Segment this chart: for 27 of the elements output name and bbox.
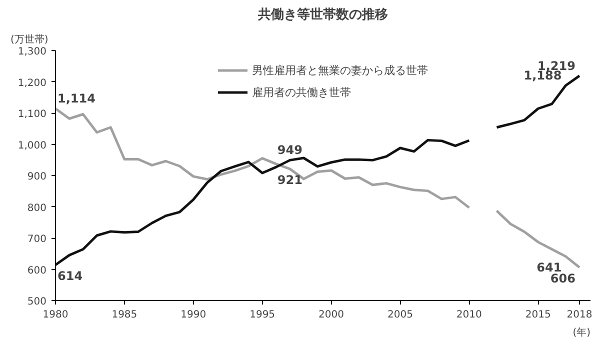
y-tick-label: 1,000 xyxy=(18,140,47,152)
x-tick-label: 1985 xyxy=(112,310,138,320)
x-tick-label: 2005 xyxy=(387,310,413,320)
x-tick-label: 1980 xyxy=(42,310,68,320)
x-tick-label: 2010 xyxy=(456,310,482,320)
x-tick-label: 2015 xyxy=(525,310,551,320)
y-tick-label: 500 xyxy=(27,296,47,308)
y-tick-label: 800 xyxy=(27,202,47,214)
chart-title: 共働き等世帯数の推移 xyxy=(257,8,388,22)
x-tick-label: 2000 xyxy=(318,310,344,320)
x-tick-label: 1990 xyxy=(180,310,206,320)
y-tick-label: 700 xyxy=(27,234,47,245)
y-tick-label: 1,300 xyxy=(18,46,47,58)
x-tick-label: 1995 xyxy=(250,310,276,320)
x-axis-title: (年) xyxy=(572,326,591,338)
y-axis-title: (万世帯) xyxy=(10,34,48,46)
x-tick-label: 2018 xyxy=(566,310,592,320)
y-tick-label: 1,200 xyxy=(18,78,47,89)
annotation: 614 xyxy=(58,268,83,283)
legend-label: 雇用者の共働き世帯 xyxy=(252,84,351,100)
annotation: 921 xyxy=(277,172,302,187)
legend-label: 男性雇用者と無業の妻から成る世帯 xyxy=(252,62,428,78)
y-tick-label: 1,100 xyxy=(18,109,47,120)
y-tick-label: 600 xyxy=(27,265,47,276)
annotation: 949 xyxy=(277,143,302,158)
annotation: 1,114 xyxy=(58,92,96,106)
y-tick-label: 900 xyxy=(27,172,47,182)
